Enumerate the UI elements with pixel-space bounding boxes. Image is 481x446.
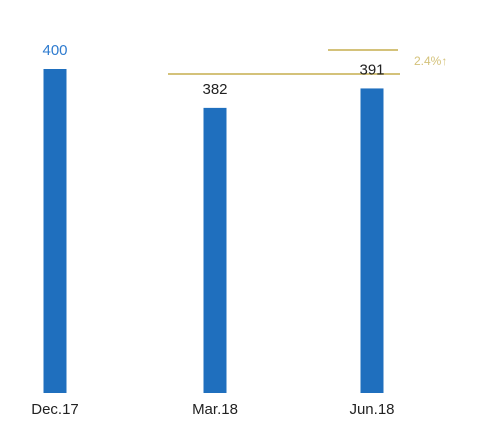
bar xyxy=(360,88,384,393)
value-label: 382 xyxy=(202,81,227,98)
bar xyxy=(43,69,67,393)
value-label: 400 xyxy=(42,42,67,59)
x-tick-label: Dec.17 xyxy=(31,401,79,418)
value-label: 391 xyxy=(359,61,384,78)
bar xyxy=(203,107,227,393)
x-tick-label: Jun.18 xyxy=(349,401,394,418)
x-tick-label: Mar.18 xyxy=(192,401,238,418)
annotation: 2.4%↑ xyxy=(414,54,447,68)
